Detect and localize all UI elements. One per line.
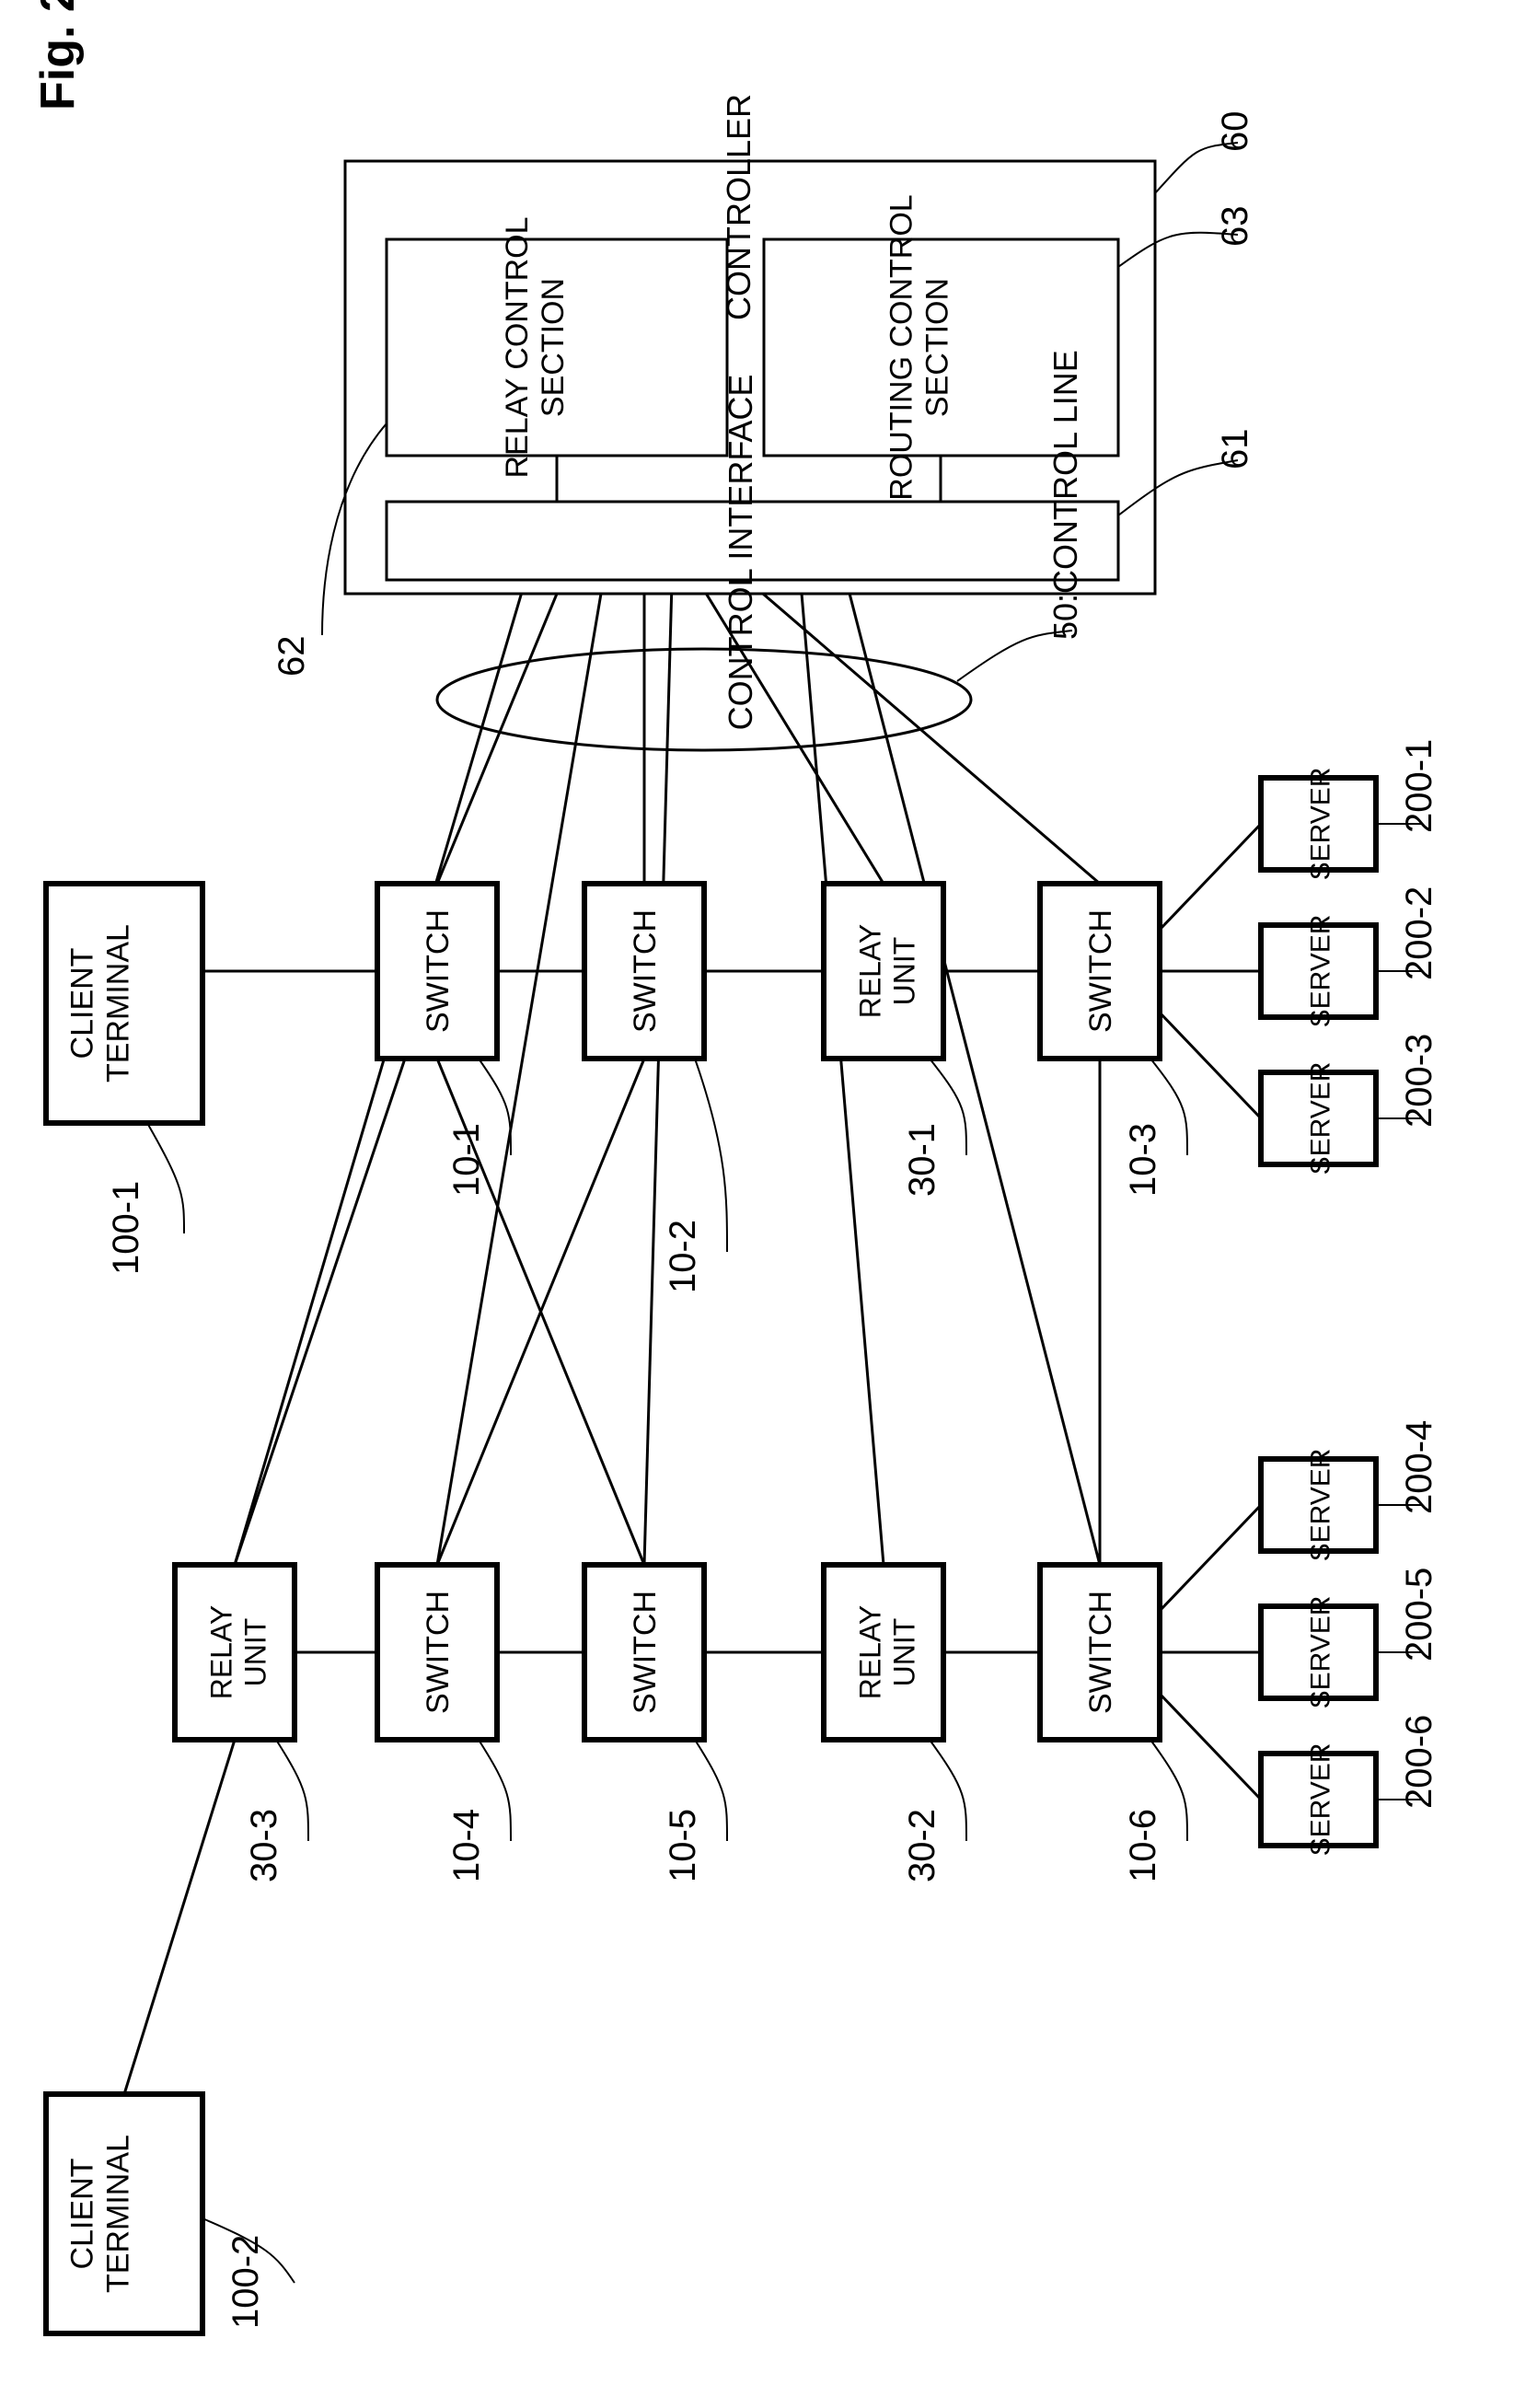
ref-10-3: 10-3 — [1123, 1123, 1163, 1197]
ctrl-to-sw6 — [847, 583, 1100, 1565]
server-1: SERVER — [1261, 768, 1376, 881]
relay-unit-2: RELAYUNIT — [824, 1565, 943, 1740]
ref-200-1: 200-1 — [1399, 739, 1439, 833]
svg-text:SERVER: SERVER — [1306, 1596, 1336, 1709]
svg-text:SWITCH: SWITCH — [1083, 1591, 1118, 1714]
figure-title: Fig. 2 — [31, 0, 85, 110]
ref-100-1: 100-1 — [106, 1181, 146, 1275]
ref-62: 62 — [272, 636, 312, 677]
svg-text:SERVER: SERVER — [1306, 1062, 1336, 1175]
relay-unit-3: RELAYUNIT — [175, 1565, 295, 1740]
ref-200-3: 200-3 — [1399, 1034, 1439, 1128]
switch-3: SWITCH — [1040, 884, 1160, 1059]
svg-text:SERVER: SERVER — [1306, 915, 1336, 1028]
relay-unit-1: RELAYUNIT — [824, 884, 943, 1059]
svg-text:SWITCH: SWITCH — [628, 1591, 663, 1714]
controller: CONTROLLER RELAY CONTROLSECTION ROUTING … — [345, 94, 1155, 730]
server-3: SERVER — [1261, 1062, 1376, 1175]
svg-text:SERVER: SERVER — [1306, 768, 1336, 881]
svg-text:RELAYUNIT: RELAYUNIT — [854, 924, 921, 1019]
ref-30-3: 30-3 — [244, 1809, 284, 1882]
svg-text:SERVER: SERVER — [1306, 1449, 1336, 1562]
svg-text:CLIENTTERMINAL: CLIENTTERMINAL — [64, 924, 135, 1082]
sw6-srv4 — [1160, 1505, 1261, 1611]
switch-6: SWITCH — [1040, 1565, 1160, 1740]
switch-1: SWITCH — [377, 884, 497, 1059]
server-2: SERVER — [1261, 915, 1376, 1028]
client-terminal-1: CLIENTTERMINAL — [46, 884, 202, 1123]
ctrl-to-sw4 — [437, 583, 603, 1565]
svg-text:SWITCH: SWITCH — [628, 909, 663, 1033]
network-diagram: Fig. 2 — [0, 0, 1514, 2408]
server-6: SERVER — [1261, 1743, 1376, 1857]
ref-61: 61 — [1215, 429, 1255, 470]
ref-10-4: 10-4 — [446, 1809, 487, 1882]
ctrl-to-ru2 — [801, 583, 884, 1565]
svg-text:SWITCH: SWITCH — [1083, 909, 1118, 1033]
ref-30-1: 30-1 — [902, 1123, 942, 1197]
ru3-sw1 — [235, 1059, 405, 1565]
switch-2: SWITCH — [584, 884, 704, 1059]
switch-4: SWITCH — [377, 1565, 497, 1740]
sw3-srv1 — [1160, 824, 1261, 930]
ctrl-to-sw5 — [644, 583, 672, 1565]
ref-200-4: 200-4 — [1399, 1420, 1439, 1514]
ref-10-6: 10-6 — [1123, 1809, 1163, 1882]
svg-text:RELAYUNIT: RELAYUNIT — [205, 1605, 272, 1700]
client-terminal-2: CLIENTTERMINAL — [46, 2094, 202, 2333]
svg-text:RELAYUNIT: RELAYUNIT — [854, 1605, 921, 1700]
ref-200-5: 200-5 — [1399, 1568, 1439, 1661]
ref-10-2: 10-2 — [663, 1220, 703, 1293]
svg-text:SWITCH: SWITCH — [421, 1591, 456, 1714]
ref-50: 50:CONTROL LINE — [1046, 350, 1084, 640]
ref-10-5: 10-5 — [663, 1809, 703, 1882]
sw6-srv6 — [1160, 1694, 1261, 1800]
control-interface-label: CONTROL INTERFACE — [722, 375, 759, 731]
client2-ru3 — [124, 1740, 235, 2094]
sw3-srv3 — [1160, 1013, 1261, 1118]
ref-30-2: 30-2 — [902, 1809, 942, 1882]
svg-text:SWITCH: SWITCH — [421, 909, 456, 1033]
ref-200-2: 200-2 — [1399, 886, 1439, 980]
server-5: SERVER — [1261, 1596, 1376, 1709]
svg-text:CLIENTTERMINAL: CLIENTTERMINAL — [64, 2135, 135, 2293]
ctrl-to-ru3 — [235, 583, 525, 1565]
ref-100-2: 100-2 — [225, 2235, 266, 2329]
ref-63: 63 — [1215, 206, 1255, 248]
ref-60: 60 — [1215, 111, 1255, 153]
control-line-bundle — [437, 649, 971, 750]
ref-200-6: 200-6 — [1399, 1715, 1439, 1809]
server-4: SERVER — [1261, 1449, 1376, 1562]
switch-5: SWITCH — [584, 1565, 704, 1740]
ref-10-1: 10-1 — [446, 1123, 487, 1197]
svg-text:SERVER: SERVER — [1306, 1743, 1336, 1857]
